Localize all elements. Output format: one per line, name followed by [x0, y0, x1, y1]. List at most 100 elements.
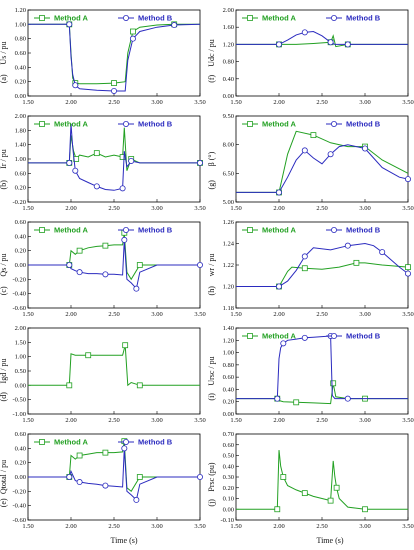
legend-label-method-a: Method A [262, 120, 296, 129]
data-point-method-a [136, 262, 143, 268]
data-point-method-b [66, 261, 73, 268]
x-tick-label: 1.50 [22, 205, 33, 212]
legend-marker-method-b [123, 226, 130, 233]
y-tick-label: 1.24 [223, 241, 235, 248]
x-axis-label-left: Time (s) [110, 536, 137, 545]
y-tick-label: 1.50 [15, 339, 26, 346]
y-tick-label: 0.00 [15, 262, 26, 269]
y-tick-label: 1.40 [15, 142, 26, 149]
legend-marker-method-a [247, 15, 253, 21]
data-point-method-a [122, 342, 129, 349]
y-tick-label: 0.50 [223, 453, 234, 460]
x-tick-label: 2.00 [65, 417, 76, 424]
y-tick-label: 1.00 [15, 21, 26, 28]
data-point-method-b [327, 151, 334, 158]
data-point-method-a [353, 259, 360, 266]
data-point-method-b [72, 167, 79, 174]
data-point-method-b [102, 482, 109, 489]
y-axis-label: Qtotal / pu [0, 460, 8, 494]
y-axis-label: β (°) [207, 151, 216, 166]
x-tick-label: 3.00 [151, 205, 162, 212]
y-tick-label: 0.60 [15, 170, 26, 177]
legend-marker-method-b [330, 121, 337, 128]
y-tick-label: 0.40 [15, 233, 26, 240]
x-tick-label: 2.00 [273, 205, 284, 212]
y-tick-label: -0.40 [12, 291, 26, 298]
data-point-method-b [404, 270, 411, 277]
series-line-method-a [236, 34, 408, 48]
x-tick-label: 1.50 [230, 417, 241, 424]
x-tick-label: 2.50 [108, 99, 119, 106]
y-tick-label: 1.60 [223, 24, 234, 31]
panel-label: (a) [0, 74, 8, 83]
y-tick-label: 0.50 [15, 368, 26, 375]
y-axis-label: Udc / pu [207, 39, 216, 67]
data-point-method-b [275, 189, 282, 196]
x-tick-label: 2.00 [273, 523, 284, 530]
data-point-method-a [362, 506, 368, 513]
legend-label-method-b: Method B [346, 226, 381, 235]
x-tick-label: 3.00 [151, 311, 162, 318]
legend-marker-method-b [123, 121, 130, 128]
y-tick-label: 1.40 [223, 325, 234, 332]
plot-frame [235, 433, 409, 521]
data-point-method-a [327, 497, 334, 504]
x-tick-label: 2.00 [273, 99, 284, 106]
y-tick-label: 1.20 [223, 41, 234, 48]
y-tick-label: 0.20 [223, 485, 234, 492]
y-tick-label: 0.40 [223, 386, 234, 393]
data-point-method-b [128, 157, 135, 164]
data-point-method-b [72, 82, 79, 89]
legend-marker-method-b [123, 14, 130, 21]
data-point-method-b [344, 395, 351, 402]
data-point-method-b [196, 473, 203, 480]
x-axis-label-right: Time (s) [316, 536, 343, 545]
data-point-method-a [330, 380, 337, 387]
legend-marker-method-b [330, 226, 337, 233]
y-tick-label: 0.00 [223, 411, 234, 418]
data-point-method-b [76, 269, 83, 276]
legend-marker-method-a [247, 333, 253, 339]
y-axis-label: Us / pu [0, 41, 8, 64]
y-tick-label: 1.22 [223, 262, 234, 269]
data-point-method-b [121, 236, 128, 243]
y-tick-label: 0.10 [223, 496, 234, 503]
x-tick-label: 2.00 [65, 523, 76, 530]
data-point-method-a [405, 264, 411, 271]
data-point-method-b [361, 145, 368, 152]
x-tick-label: 1.50 [230, 99, 241, 106]
legend-marker-method-b [330, 14, 337, 21]
x-tick-label: 2.50 [316, 99, 327, 106]
y-tick-label: 2.00 [15, 113, 26, 120]
y-tick-label: 0.20 [15, 79, 26, 86]
y-tick-label: 2.00 [15, 325, 26, 332]
panel-label: (f) [207, 74, 216, 82]
y-tick-label: 2.00 [223, 7, 234, 14]
plot-frame [27, 327, 201, 415]
x-tick-label: 1.50 [22, 99, 33, 106]
x-tick-label: 1.50 [22, 417, 33, 424]
x-tick-label: 1.50 [230, 523, 241, 530]
series-line-method-a [236, 383, 408, 405]
x-tick-label: 3.50 [194, 417, 205, 424]
data-point-method-b [93, 183, 100, 190]
legend-label-method-a: Method A [262, 14, 296, 23]
data-point-method-a [130, 28, 136, 35]
y-axis-label: Ir / pu [0, 149, 8, 169]
data-point-method-a [102, 242, 109, 249]
x-tick-label: 3.00 [359, 417, 370, 424]
data-point-method-b [196, 159, 203, 166]
data-point-method-a [136, 382, 143, 389]
data-point-method-a [136, 474, 143, 480]
series-line-method-a [236, 450, 408, 510]
plot-frame [27, 115, 201, 203]
y-tick-label: 1.00 [15, 354, 26, 361]
data-point-method-b [102, 271, 109, 278]
legend-marker-method-a [39, 439, 45, 445]
x-tick-label: 2.00 [65, 311, 76, 318]
y-tick-label: 8.00 [223, 142, 234, 149]
data-point-method-b [119, 185, 126, 192]
data-point-method-b [280, 340, 287, 347]
series-line-method-a [28, 23, 200, 85]
legend-label-method-b: Method B [138, 120, 173, 129]
